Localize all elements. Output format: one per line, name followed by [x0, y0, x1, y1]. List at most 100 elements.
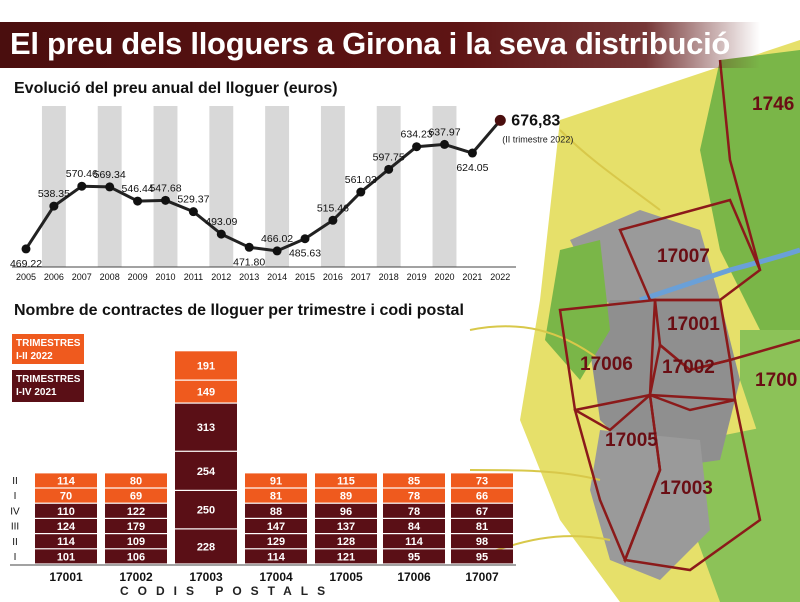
bar-value-label: 250	[197, 505, 215, 517]
bar-segment	[245, 519, 307, 533]
map-road-2	[469, 469, 601, 481]
bar-value-label: 89	[340, 491, 352, 503]
zone-label-17007: 17007	[657, 246, 710, 267]
bar-value-label: 69	[130, 491, 142, 503]
legend-2022-line2: I-II 2022	[16, 351, 53, 362]
line-chart-title: Evolució del preu anual del lloguer (eur…	[14, 80, 338, 97]
price-label: 538.35	[38, 188, 70, 200]
bar-value-label: 254	[197, 466, 216, 478]
map-road-1	[469, 325, 601, 361]
year-tick-label: 2017	[351, 272, 371, 282]
bar-value-label: 81	[476, 521, 488, 533]
year-tick-label: 2006	[44, 272, 64, 282]
year-tick-label: 2016	[323, 272, 343, 282]
postal-code-label: 17007	[465, 570, 499, 584]
year-column-band	[153, 106, 178, 267]
price-point	[384, 164, 394, 174]
year-tick-label: 2013	[239, 272, 259, 282]
bar-segment	[245, 488, 307, 503]
price-label: 570.46	[66, 168, 98, 180]
price-point	[21, 244, 31, 254]
year-tick-label: 2015	[295, 272, 315, 282]
bar-segment	[105, 549, 167, 564]
price-label: 637.97	[428, 126, 460, 138]
map-green-east	[740, 330, 800, 440]
bar-segment	[175, 403, 237, 451]
bar-value-label: 313	[197, 422, 215, 434]
year-tick-label: 2009	[128, 272, 148, 282]
price-point	[412, 142, 422, 152]
bar-value-label: 179	[127, 521, 145, 533]
bar-segment	[245, 503, 307, 518]
year-tick-label: 2007	[72, 272, 92, 282]
bar-segment	[451, 473, 513, 488]
bar-chart-title: Nombre de contractes de lloguer per trim…	[14, 302, 464, 319]
price-label: 529.37	[177, 194, 209, 206]
year-tick-label: 2010	[155, 272, 175, 282]
price-point	[467, 148, 477, 158]
year-tick-label: 2020	[434, 272, 454, 282]
bar-segment	[175, 380, 237, 403]
price-point	[440, 139, 449, 149]
bar-segment	[35, 549, 97, 564]
bar-value-label: 147	[267, 521, 285, 533]
year-column-band	[41, 106, 66, 267]
price-label: 561.03	[345, 174, 377, 186]
price-point	[300, 234, 310, 244]
bar-segment	[245, 534, 307, 549]
bar-segment	[315, 519, 377, 533]
price-label: 597.75	[373, 151, 405, 163]
map-road-3	[559, 129, 661, 211]
bar-segment	[315, 488, 377, 503]
year-tick-label: 2021	[462, 272, 482, 282]
bar-value-label: 124	[57, 521, 76, 533]
bar-value-label: 95	[408, 551, 420, 563]
legend-2022: TRIMESTRES I-II 2022	[12, 334, 84, 364]
bar-value-label: 95	[476, 551, 488, 563]
bar-segment	[245, 473, 307, 488]
bar-value-label: 91	[270, 475, 282, 487]
bar-value-label: 115	[337, 475, 355, 487]
quarter-row-label: I	[14, 552, 17, 563]
price-point	[494, 114, 506, 126]
bar-segment	[35, 488, 97, 503]
price-line-chart: 469.22 2005 538.35 2006 570.46 2007 569.34 2008…	[10, 106, 573, 282]
price-point	[328, 215, 338, 225]
year-tick-label: 2018	[379, 272, 399, 282]
map-border-17006	[558, 298, 657, 432]
quarter-row-label: I	[14, 491, 17, 502]
bar-value-label: 137	[337, 521, 355, 533]
map-border-north	[718, 59, 762, 271]
bar-segment	[451, 519, 513, 533]
bar-segment	[175, 351, 237, 380]
bar-value-label: 110	[57, 506, 75, 518]
year-column-band	[209, 106, 234, 267]
postal-code-label: 17001	[49, 570, 83, 584]
bar-segment	[315, 549, 377, 564]
bar-value-label: 80	[130, 475, 142, 487]
bar-segment	[175, 451, 237, 490]
bar-segment	[105, 503, 167, 518]
bar-value-label: 191	[197, 360, 215, 372]
legend-2021-line2: I-IV 2021	[16, 387, 57, 398]
year-tick-label: 2019	[407, 272, 427, 282]
bar-value-label: 228	[197, 541, 215, 553]
legend-2021-line1: TRIMESTRES	[16, 374, 81, 385]
bar-segment	[383, 473, 445, 488]
zone-label-17002: 17002	[662, 357, 715, 378]
zone-label-17006: 17006	[580, 354, 633, 375]
price-label: 493.09	[205, 216, 237, 228]
x-axis-title: CODIS POSTALS	[120, 584, 335, 598]
bar-value-label: 66	[476, 491, 488, 503]
price-label: 469.22	[10, 258, 42, 270]
bar-segment	[105, 519, 167, 533]
price-point	[133, 196, 143, 206]
map-green-south	[690, 420, 800, 602]
bar-segment	[451, 549, 513, 564]
zone-label-1700: 1700	[755, 370, 798, 391]
postal-code-label: 17006	[397, 570, 431, 584]
bar-segment	[451, 488, 513, 503]
legend-2022-line1: TRIMESTRES	[16, 338, 81, 349]
price-label: 485.63	[289, 248, 321, 260]
